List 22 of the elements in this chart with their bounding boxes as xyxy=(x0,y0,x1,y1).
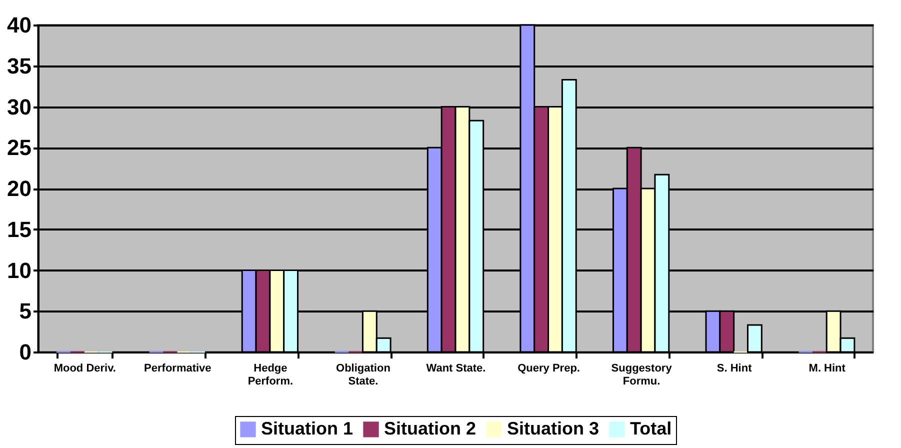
y-tick-label: 5 xyxy=(19,298,32,324)
y-tick-label: 25 xyxy=(7,135,32,160)
y-tick-label: 35 xyxy=(7,53,32,78)
y-tick-label: 30 xyxy=(7,94,32,120)
x-tick-label: Performative xyxy=(144,362,212,374)
x-tick-label: M. Hint xyxy=(808,362,846,374)
y-tick-label: 10 xyxy=(7,258,32,283)
y-tick-label: 20 xyxy=(7,176,32,201)
legend-label: Situation 1 xyxy=(261,418,354,438)
y-tick-label: 15 xyxy=(7,216,32,242)
legend-label: Situation 2 xyxy=(384,418,476,438)
x-tick-label: Mood Deriv. xyxy=(54,362,116,374)
x-tick-label: Obligation State. xyxy=(336,362,391,388)
legend-label: Total xyxy=(630,418,672,438)
x-tick-label: Suggestory Formu. xyxy=(611,362,673,388)
x-tick-label: Query Prep. xyxy=(518,362,580,374)
y-tick-label: 0 xyxy=(19,340,32,364)
x-tick-label: Hedge Perform. xyxy=(248,362,294,388)
legend-label: Situation 3 xyxy=(507,418,600,438)
x-tick-label: Want State. xyxy=(426,362,486,374)
y-tick-label: 40 xyxy=(7,12,32,38)
x-tick-label: S. Hint xyxy=(716,362,752,374)
